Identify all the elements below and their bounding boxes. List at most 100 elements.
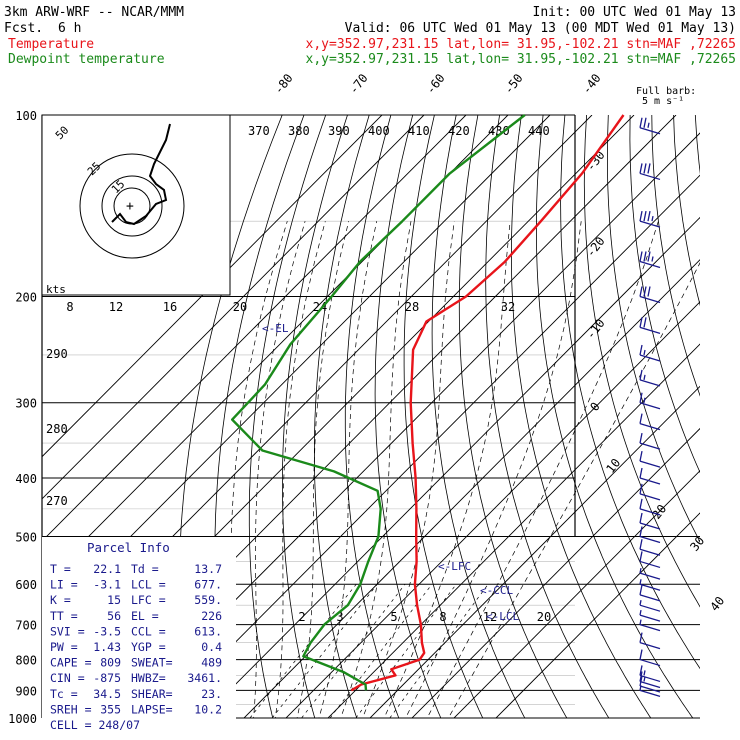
mixing-ratio-low-label: 20 xyxy=(537,610,551,624)
wind-barb-half xyxy=(643,374,646,381)
wind-barb-flag xyxy=(643,286,647,297)
dewpoint-trace xyxy=(231,114,526,691)
dry-adiabat xyxy=(510,115,652,718)
wind-barb-half xyxy=(639,609,642,616)
lfc-label: <-LFC xyxy=(438,560,471,573)
parcel-info-panel: Parcel Info T = 22.1 Td = 13.7 LI = -3.1 LCL =… xyxy=(42,537,236,732)
moist-adiabat xyxy=(230,221,288,718)
wind-barb-flag xyxy=(639,526,643,537)
parcel-info-cell: LCL = xyxy=(131,578,166,592)
dry-adiabat xyxy=(248,115,327,718)
wind-barb-flag xyxy=(639,539,643,550)
mixing-ratio-low-label: 3 xyxy=(336,610,343,624)
isotherm-label: -10 xyxy=(583,316,607,342)
wind-barb-half xyxy=(643,676,646,682)
wind-barb-staff xyxy=(639,604,661,612)
parcel-info-cell: 613. xyxy=(194,624,222,638)
parcel-info-cell: 22.1 xyxy=(93,562,121,576)
parcel-info-cell: 13.7 xyxy=(194,562,222,576)
location-temperature: x,y=352.97,231.15 lat,lon= 31.95,-102.21… xyxy=(306,37,736,52)
parcel-info-cell: 226 xyxy=(201,609,222,623)
isotherm xyxy=(42,115,425,500)
parcel-info-cell: 0.4 xyxy=(201,640,222,654)
dry-adiabat xyxy=(403,115,484,718)
dry-adiabat xyxy=(606,115,700,543)
pressure-tick-label: 900 xyxy=(15,684,37,698)
init-time: Init: 00 UTC Wed 01 May 13 xyxy=(533,5,737,20)
theta-label: 420 xyxy=(448,124,470,138)
moist-adiabat xyxy=(296,221,350,718)
theta-e-label: 270 xyxy=(46,494,68,508)
isotherm-label: -20 xyxy=(583,234,607,260)
parcel-info-cell: 15 xyxy=(107,593,121,607)
wind-barb-flag xyxy=(639,498,643,510)
pressure-tick-label: 500 xyxy=(15,530,37,544)
wind-barb-staff xyxy=(639,594,661,602)
dry-adiabat xyxy=(673,115,700,307)
pressure-tick-label: 200 xyxy=(15,291,37,305)
wind-barb-flag xyxy=(639,211,643,222)
mixing-ratio-low-label: 2 xyxy=(298,610,305,624)
mixing-ratio-label: 24 xyxy=(313,300,327,314)
wind-barb-staff xyxy=(639,680,661,689)
parcel-info-cell: CCL = xyxy=(131,624,166,638)
wind-barb-flag xyxy=(639,665,643,676)
theta-label: 380 xyxy=(288,124,310,138)
parcel-info-cell: Tc = xyxy=(50,687,78,701)
parcel-info-cell: CIN = xyxy=(50,671,85,685)
theta-label: 370 xyxy=(248,124,270,138)
wind-barb-flag xyxy=(639,392,643,403)
wind-barb-flag xyxy=(639,163,643,174)
wind-barb-half xyxy=(647,122,650,128)
ccl-label: <-CCL xyxy=(480,584,513,597)
dry-adiabat xyxy=(458,115,568,718)
isotherm xyxy=(42,115,467,542)
wind-barb-staff xyxy=(639,658,661,667)
wind-barb-flag xyxy=(639,551,643,562)
wind-barb-staff xyxy=(639,402,661,410)
dry-adiabat xyxy=(536,115,694,718)
wind-barb-staff xyxy=(639,326,661,334)
wind-barb-flag xyxy=(639,117,643,128)
parcel-info-cell: CELL = 248/07 xyxy=(50,718,140,732)
parcel-info-cell: LFC = xyxy=(131,593,166,607)
mixing-ratio-label: 20 xyxy=(233,300,247,314)
isotherm xyxy=(243,259,700,718)
mixing-ratio-label: 32 xyxy=(501,300,515,314)
wind-barb-flag xyxy=(639,344,643,356)
mixing-ratio-low-label: 12 xyxy=(483,610,497,624)
parcel-info-cell: LAPSE= xyxy=(131,702,173,716)
isotherm xyxy=(495,512,700,718)
moist-adiabat xyxy=(383,221,511,718)
hodograph-units: kts xyxy=(46,283,66,296)
wind-barb-flag xyxy=(639,451,643,462)
isotherm xyxy=(453,470,700,718)
wind-barb-half xyxy=(643,670,646,676)
moist-adiabat xyxy=(340,221,412,718)
parcel-info-cell: -3.1 xyxy=(93,578,121,592)
dry-adiabat xyxy=(717,115,740,731)
wind-barb-flag xyxy=(643,317,647,328)
wind-barb-staff xyxy=(639,642,661,650)
isotherm-label: 10 xyxy=(603,456,623,476)
wind-barb-flag xyxy=(639,413,643,424)
wind-barb-flag xyxy=(643,251,647,262)
parcel-info-cell: K = xyxy=(50,593,71,607)
wind-barb-staff xyxy=(639,508,661,516)
pressure-tick-label: 1000 xyxy=(8,712,37,726)
wind-barb-flag xyxy=(639,632,643,643)
dry-adiabat xyxy=(314,115,370,718)
wind-barb-staff xyxy=(639,560,661,569)
isotherm xyxy=(411,427,700,718)
wind-barb-flag xyxy=(643,117,647,128)
wind-barb-flag xyxy=(639,649,643,660)
wind-barb-staff xyxy=(639,572,661,580)
isotherm-label: -80 xyxy=(271,71,295,97)
theta-label: 410 xyxy=(408,124,430,138)
isotherm-label: -60 xyxy=(423,71,447,97)
wind-barb-flag xyxy=(639,286,643,297)
wind-barb-flag xyxy=(639,584,643,596)
wind-barb-staff xyxy=(639,689,661,698)
parcel-info-title: Parcel Info xyxy=(87,540,170,555)
